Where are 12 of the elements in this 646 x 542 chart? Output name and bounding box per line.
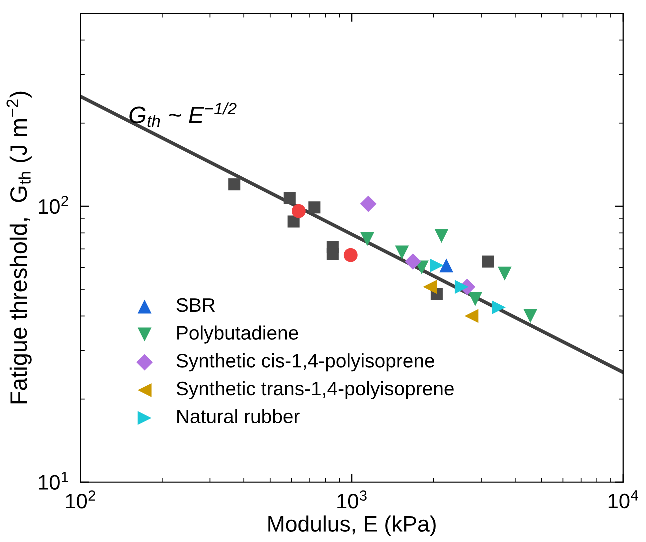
x-tick-label: 10$^{2}$	[66, 490, 96, 509]
legend-label: SBR	[176, 298, 216, 312]
x-tick-label: 10$^{4}$	[608, 490, 638, 509]
annotation: G$_{th}$ ~ E$^{−1/2}$	[130, 102, 237, 128]
legend-label: Synthetic trans-1,4-polyisoprene	[176, 381, 454, 400]
legend-label: Natural rubber	[178, 409, 300, 424]
y-tick-label: 10$^{1}$	[39, 472, 68, 490]
x-tick-label: 10$^{3}$	[338, 490, 367, 509]
legend-label: Polybutadiene	[178, 326, 298, 344]
legend-label: Synthetic cis-1,4-polyisoprene	[176, 354, 434, 372]
x-axis-title: Modulus, E (kPa)	[268, 516, 436, 536]
y-axis-title: Fatigue threshold, G$_{th}$ (J m$^{−2}$)	[6, 92, 32, 404]
